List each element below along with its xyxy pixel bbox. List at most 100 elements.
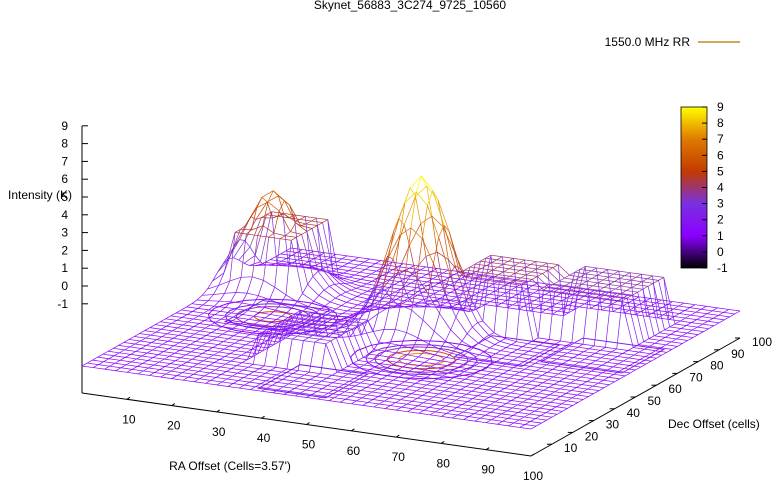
mesh-segment: [458, 371, 465, 376]
mesh-segment: [462, 298, 468, 302]
mesh-segment: [567, 294, 573, 299]
mesh-segment: [350, 287, 357, 291]
mesh-segment: [241, 354, 253, 358]
mesh-segment: [388, 235, 401, 258]
mesh-segment: [170, 312, 177, 317]
mesh-segment: [580, 273, 587, 278]
mesh-segment: [426, 377, 438, 380]
mesh-segment: [613, 371, 620, 375]
mesh-segment: [388, 274, 395, 308]
mesh-segment: [435, 411, 447, 414]
mesh-segment: [308, 334, 315, 338]
mesh-segment: [521, 285, 534, 341]
mesh-segment: [293, 325, 305, 328]
mesh-segment: [197, 363, 210, 366]
mesh-segment: [537, 385, 549, 388]
mesh-segment: [513, 419, 520, 424]
mesh-segment: [346, 299, 352, 303]
mesh-segment: [627, 350, 640, 353]
mesh-segment: [696, 316, 703, 320]
mesh-segment: [401, 406, 413, 410]
mesh-segment: [568, 367, 581, 370]
mesh-segment: [448, 231, 455, 252]
mesh-segment: [441, 368, 454, 371]
mesh-segment: [419, 289, 426, 303]
mesh-segment: [520, 383, 527, 388]
mesh-segment: [208, 305, 215, 311]
mesh-segment: [320, 262, 332, 265]
mesh-segment: [277, 334, 290, 337]
mesh-segment: [427, 389, 434, 393]
mesh-segment: [311, 312, 318, 337]
mesh-segment: [374, 355, 380, 360]
mesh-segment: [253, 368, 260, 373]
mesh-segment: [190, 341, 196, 345]
mesh-segment: [295, 317, 302, 322]
mesh-segment: [237, 369, 243, 374]
mesh-segment: [181, 309, 193, 312]
mesh-segment: [559, 378, 565, 382]
mesh-segment: [286, 307, 293, 313]
mesh-segment: [194, 381, 206, 384]
mesh-segment: [437, 375, 443, 380]
mesh-segment: [390, 405, 402, 408]
mesh-segment: [223, 232, 236, 274]
mesh-segment: [325, 343, 338, 373]
mesh-segment: [422, 395, 434, 398]
mesh-segment: [484, 301, 491, 305]
mesh-segment: [624, 365, 630, 369]
mesh-segment: [671, 346, 678, 350]
mesh-segment: [349, 381, 361, 384]
mesh-segment: [162, 343, 174, 347]
mesh-segment: [461, 290, 468, 295]
mesh-segment: [457, 301, 463, 305]
mesh-segment: [313, 250, 325, 254]
mesh-segment: [395, 296, 402, 300]
mesh-segment: [267, 195, 279, 203]
mesh-segment: [243, 262, 250, 266]
mesh-segment: [630, 279, 643, 283]
mesh-segment: [638, 341, 644, 345]
mesh-segment: [518, 419, 531, 422]
mesh-segment: [549, 391, 555, 396]
mesh-segment: [531, 377, 537, 382]
mesh-segment: [482, 384, 494, 388]
mesh-segment: [509, 272, 516, 277]
mesh-segment: [282, 323, 294, 327]
mesh-segment: [401, 354, 408, 360]
mesh-segment: [518, 364, 531, 367]
mesh-segment: [529, 362, 536, 367]
mesh-segment: [325, 314, 337, 317]
mesh-segment: [206, 342, 219, 345]
mesh-segment: [285, 294, 298, 302]
mesh-segment: [478, 292, 490, 295]
mesh-segment: [294, 388, 306, 391]
mesh-segment: [410, 227, 423, 239]
mesh-segment: [225, 301, 231, 308]
mesh-segment: [290, 240, 303, 294]
mesh-segment: [354, 378, 366, 381]
mesh-segment: [417, 405, 430, 408]
mesh-segment: [588, 393, 594, 397]
mesh-segment: [454, 278, 461, 283]
mesh-segment: [400, 399, 413, 402]
mesh-segment: [418, 356, 430, 360]
mesh-segment: [478, 351, 485, 356]
mesh-segment: [412, 337, 419, 349]
mesh-segment: [429, 300, 435, 305]
mesh-segment: [723, 309, 729, 313]
mesh-segment: [193, 315, 199, 320]
mesh-segment: [550, 295, 557, 300]
mesh-segment: [263, 328, 270, 332]
mesh-segment: [215, 318, 222, 323]
mesh-segment: [146, 349, 153, 354]
mesh-segment: [304, 382, 317, 385]
mesh-segment: [271, 377, 283, 380]
mesh-segment: [528, 292, 534, 297]
mesh-segment: [211, 332, 223, 335]
mesh-segment: [302, 284, 308, 294]
mesh-segment: [443, 277, 450, 281]
mesh-segment: [298, 374, 305, 379]
mesh-segment: [574, 269, 581, 273]
mesh-segment: [164, 366, 177, 369]
